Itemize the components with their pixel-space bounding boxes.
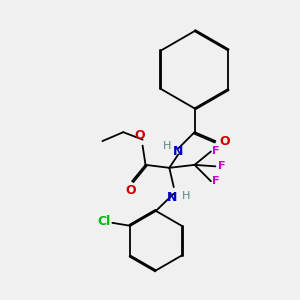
- Text: N: N: [172, 145, 183, 158]
- Text: N: N: [167, 191, 178, 204]
- Text: H: H: [182, 191, 190, 201]
- Text: F: F: [212, 146, 220, 157]
- Text: O: O: [134, 129, 145, 142]
- Text: H: H: [163, 140, 172, 151]
- Text: O: O: [125, 184, 136, 197]
- Text: Cl: Cl: [98, 215, 111, 228]
- Text: F: F: [212, 176, 220, 186]
- Text: F: F: [218, 161, 225, 171]
- Text: O: O: [219, 135, 230, 148]
